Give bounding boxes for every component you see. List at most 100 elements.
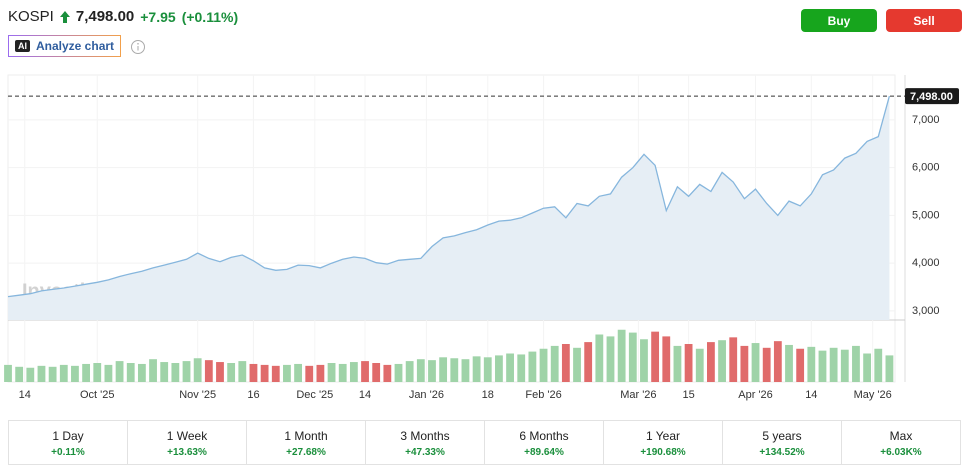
period-label: 1 Year	[645, 429, 681, 443]
volume-bar	[796, 348, 805, 382]
volume-bar	[472, 356, 481, 382]
price-line	[7, 95, 891, 298]
volume-bar	[238, 361, 247, 382]
x-tick-label: 14	[805, 389, 817, 401]
volume-bar	[327, 363, 336, 382]
change: +7.95	[140, 8, 176, 25]
sell-button[interactable]: Sell	[886, 9, 962, 32]
volume-bar	[606, 336, 615, 382]
up-arrow	[59, 10, 70, 23]
volume-bar	[874, 348, 883, 382]
period-cell[interactable]: Max +6.03K%	[842, 421, 960, 464]
volume-bar	[762, 347, 771, 382]
volume-bar	[115, 361, 124, 382]
volume-bar	[428, 360, 436, 382]
volume-bar	[840, 349, 849, 382]
x-tick-label: 16	[247, 389, 259, 401]
header: KOSPI 7,498.00 +7.95 (+0.11%)	[8, 8, 238, 25]
x-tick-label: 14	[359, 389, 371, 401]
volume-bar	[506, 353, 514, 382]
period-cell[interactable]: 1 Year +190.68%	[604, 421, 723, 464]
volume-bar	[160, 362, 169, 382]
volume-bar	[483, 357, 492, 382]
y-tick-label: 5,000	[912, 209, 940, 221]
volume-bar	[104, 364, 113, 382]
volume-bar	[37, 365, 46, 382]
volume-bar	[651, 331, 660, 382]
volume-bar	[338, 363, 347, 382]
change-pct: (+0.11%)	[181, 8, 239, 25]
chart: 3,000 4,000 5,000 6,000 7,000 14 Oct '25 Nov '2…	[4, 74, 959, 401]
volume-bar	[182, 361, 191, 382]
volume-bar	[561, 344, 570, 382]
y-tick-label: 3,000	[912, 305, 940, 317]
y-tick-label: 4,000	[912, 257, 940, 269]
volume-bar	[4, 364, 12, 382]
period-cell[interactable]: 1 Day +0.11%	[9, 421, 128, 464]
last-price-box	[905, 88, 959, 105]
volume-bar	[818, 350, 827, 382]
period-change: +13.63%	[167, 447, 207, 458]
volume-bar	[15, 366, 24, 382]
period-label: 3 Months	[400, 429, 450, 443]
period-label: 1 Day	[52, 429, 84, 443]
volume-bar	[149, 359, 157, 382]
period-cell[interactable]: 5 years +134.52%	[723, 421, 842, 464]
y-tick-label: 6,000	[912, 162, 940, 174]
volume-bar	[93, 363, 102, 382]
x-tick-label: Nov '25	[179, 389, 216, 401]
volume-bar	[528, 351, 537, 382]
analyze-button[interactable]: AI Analyze chart	[8, 35, 121, 57]
x-tick-label: Oct '25	[80, 389, 115, 401]
volume-bar	[628, 332, 637, 382]
x-tick-label: May '26	[854, 389, 892, 401]
volume-bar	[751, 343, 760, 382]
volume-bar	[461, 359, 470, 382]
x-tick-label: Feb '26	[525, 389, 561, 401]
volume-bar	[573, 347, 581, 382]
period-change: +190.68%	[640, 447, 686, 458]
period-cell[interactable]: 1 Week +13.63%	[128, 421, 247, 464]
period-label: 1 Month	[284, 429, 328, 443]
x-tick-label: Mar '26	[620, 389, 656, 401]
volume-bar	[773, 341, 782, 382]
period-cell[interactable]: 1 Month +27.68%	[247, 421, 366, 464]
volume-bar	[204, 360, 213, 382]
period-cell[interactable]: 3 Months +47.33%	[366, 421, 485, 464]
volume-bar	[785, 344, 793, 382]
volume-bar	[383, 364, 392, 382]
volume-bar	[707, 342, 715, 382]
y-tick-label: 7,000	[912, 114, 940, 126]
volume-bar	[59, 364, 68, 382]
volume-bar	[316, 364, 325, 382]
last-price-label: 7,498.00	[910, 91, 953, 103]
volume-bar	[82, 363, 91, 382]
volume-bar	[26, 367, 35, 382]
x-tick-label: 15	[682, 389, 694, 401]
volume-bar	[439, 357, 448, 382]
analyze-label: Analyze chart	[36, 39, 115, 53]
volume-bar	[372, 363, 381, 382]
volume-bar	[305, 365, 314, 382]
volume-bar	[294, 363, 302, 382]
volume-bar	[283, 364, 291, 382]
volume-bar	[695, 348, 704, 382]
volume-bar	[137, 363, 146, 382]
volume-bar	[126, 363, 135, 382]
buy-button[interactable]: Buy	[801, 9, 877, 32]
period-label: 6 Months	[519, 429, 569, 443]
volume-bar	[517, 354, 526, 382]
volume-bar	[584, 342, 593, 382]
volume-bar	[495, 355, 503, 382]
info-icon[interactable]	[130, 39, 146, 55]
volume-bar	[673, 345, 682, 382]
period-change: +27.68%	[286, 447, 326, 458]
volume-bar	[863, 353, 872, 382]
volume-bar	[216, 362, 224, 382]
volume-bar	[48, 366, 57, 382]
volume-bar	[405, 361, 414, 382]
period-cell[interactable]: 6 Months +89.64%	[485, 421, 604, 464]
period-label: 1 Week	[166, 429, 208, 443]
period-change: +134.52%	[759, 447, 805, 458]
